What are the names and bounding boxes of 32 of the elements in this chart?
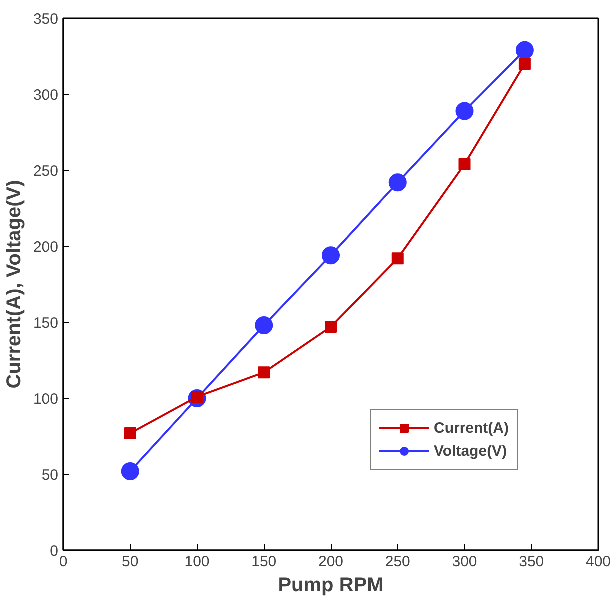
point [518, 58, 531, 70]
point [121, 462, 140, 480]
point [258, 366, 270, 379]
y-tick-label: 200 [33, 239, 59, 256]
legend-label: Current(A) [434, 420, 509, 436]
point [392, 252, 404, 265]
x-tick-label: 350 [519, 554, 544, 570]
x-tick-label: 150 [252, 554, 277, 570]
y-tick-label: 0 [50, 543, 58, 560]
point [456, 102, 474, 120]
y-tick-label: 350 [33, 11, 59, 28]
point [255, 316, 274, 335]
point [322, 246, 340, 265]
x-axis-title: Pump RPM [278, 574, 384, 596]
y-tick-label: 250 [33, 163, 59, 180]
point [458, 158, 471, 170]
x-tick-label: 400 [586, 554, 612, 570]
x-tick-label: 100 [184, 554, 210, 570]
y-tick-label: 50 [42, 467, 59, 484]
x-tick-label: 250 [385, 554, 410, 570]
x-tick-label: 50 [122, 554, 139, 570]
legend-label: Voltage(V) [434, 442, 508, 460]
y-tick-label: 150 [33, 315, 59, 332]
x-tick-label: 300 [452, 554, 478, 570]
point [325, 321, 337, 334]
y-tick-label: 300 [33, 87, 59, 104]
point [516, 41, 534, 60]
y-tick-label: 100 [33, 391, 59, 408]
point [124, 427, 136, 440]
x-tick-label: 200 [318, 554, 344, 570]
y-axis-title: Current(A), Voltage(V) [3, 180, 26, 389]
point [388, 174, 407, 192]
